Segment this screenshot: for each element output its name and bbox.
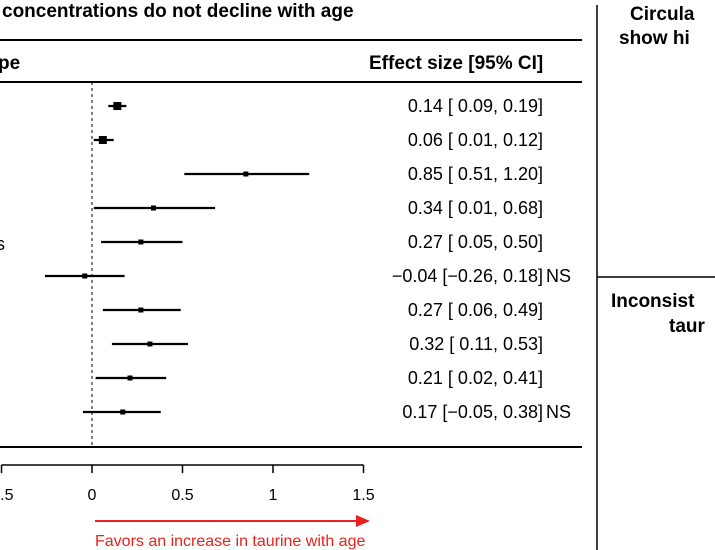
study-row: 0.85 [ 0.51, 1.20]: [184, 164, 543, 184]
effect-size-label: 0.85 [ 0.51, 1.20]: [408, 164, 543, 184]
ns-label: NS: [546, 266, 571, 286]
x-tick-label: .5: [0, 487, 13, 504]
left-cut-label: s: [0, 234, 5, 254]
effect-marker: [147, 341, 153, 347]
x-tick-label: 1: [269, 487, 278, 504]
effect-marker: [138, 239, 144, 245]
right-panel-top-title-line1: Circula: [630, 4, 695, 25]
study-row: 0.32 [ 0.11, 0.53]: [111, 334, 543, 354]
effect-size-column-header: Effect size [95% CI]: [369, 53, 543, 74]
effect-size-label: 0.27 [ 0.06, 0.49]: [408, 300, 543, 320]
study-row: −0.04 [−0.26, 0.18] NS: [44, 266, 571, 286]
effect-size-label: 0.17 [−0.05, 0.38]: [402, 402, 543, 422]
effect-marker: [151, 205, 157, 211]
study-row: 0.34 [ 0.01, 0.68]: [93, 198, 543, 218]
study-row: 0.27 [ 0.05, 0.50]: [101, 232, 543, 252]
study-row: 0.14 [ 0.09, 0.19]: [108, 96, 543, 116]
left-column-header: pe: [0, 53, 20, 74]
right-panel-top-title-line2: show hi: [619, 28, 690, 49]
figure-title: concentrations do not decline with age: [2, 1, 354, 22]
effect-size-label: 0.06 [ 0.01, 0.12]: [408, 130, 543, 150]
right-panel-bottom-title-line2: taur: [669, 316, 706, 337]
study-row: 0.06 [ 0.01, 0.12]: [93, 130, 543, 150]
right-panel-bottom-title-line1: Inconsist: [611, 291, 695, 312]
x-tick-label: 0: [88, 487, 97, 504]
favors-arrow-head: [356, 515, 370, 527]
effect-marker: [82, 273, 88, 279]
effect-marker: [127, 375, 133, 381]
x-tick-label: 0.5: [171, 487, 193, 504]
effect-marker: [243, 171, 249, 177]
study-rows: 0.14 [ 0.09, 0.19] 0.06 [ 0.01, 0.12] 0.85…: [44, 96, 571, 422]
effect-size-label: 0.14 [ 0.09, 0.19]: [408, 96, 543, 116]
effect-size-label: 0.21 [ 0.02, 0.41]: [408, 368, 543, 388]
effect-marker: [138, 307, 144, 313]
effect-marker: [113, 102, 122, 110]
effect-marker: [98, 136, 107, 144]
effect-marker: [120, 409, 126, 415]
effect-size-label: −0.04 [−0.26, 0.18]: [392, 266, 543, 286]
x-tick-label: 1.5: [352, 487, 374, 504]
effect-size-label: 0.32 [ 0.11, 0.53]: [409, 334, 543, 354]
study-row: 0.21 [ 0.02, 0.41]: [95, 368, 543, 388]
study-row: 0.17 [−0.05, 0.38] NS: [82, 402, 571, 422]
favors-annotation: Favors an increase in taurine with age: [95, 533, 365, 550]
study-row: 0.27 [ 0.06, 0.49]: [102, 300, 543, 320]
effect-size-label: 0.27 [ 0.05, 0.50]: [408, 232, 543, 252]
ns-label: NS: [546, 402, 571, 422]
x-axis-ticks: .5 0 0.5 1 1.5: [0, 465, 375, 504]
effect-size-label: 0.34 [ 0.01, 0.68]: [408, 198, 543, 218]
